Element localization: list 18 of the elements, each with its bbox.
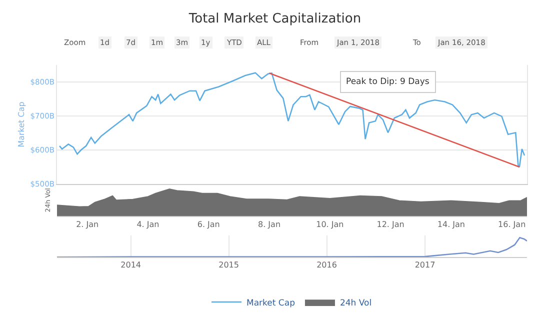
x-tick-label: 4. Jan	[136, 220, 160, 229]
x-tick-label: 6. Jan	[197, 220, 220, 229]
legend-label: Market Cap	[246, 298, 295, 308]
x-tick-label: 16. Jan	[498, 220, 526, 229]
line-series	[58, 72, 526, 168]
x-tick-label: 2014	[120, 260, 141, 270]
x-tick-label: 2015	[218, 260, 239, 270]
x-tick-label: 14. Jan	[437, 220, 465, 229]
y-axis-title: Market Cap	[16, 102, 26, 148]
x-tick-label: 8. Jan	[258, 220, 281, 229]
annotation: Peak to Dip: 9 Days	[346, 77, 430, 87]
x-tick-label: 10. Jan	[316, 220, 344, 229]
legend-label: 24h Vol	[340, 298, 372, 308]
x-tick-label: 12. Jan	[376, 220, 404, 229]
x-tick-label: 2. Jan	[76, 220, 99, 229]
x-tick-label: 2017	[414, 260, 436, 270]
chart-title: Total Market Capitalization	[188, 12, 362, 27]
x-tick-label: 2016	[316, 260, 337, 270]
